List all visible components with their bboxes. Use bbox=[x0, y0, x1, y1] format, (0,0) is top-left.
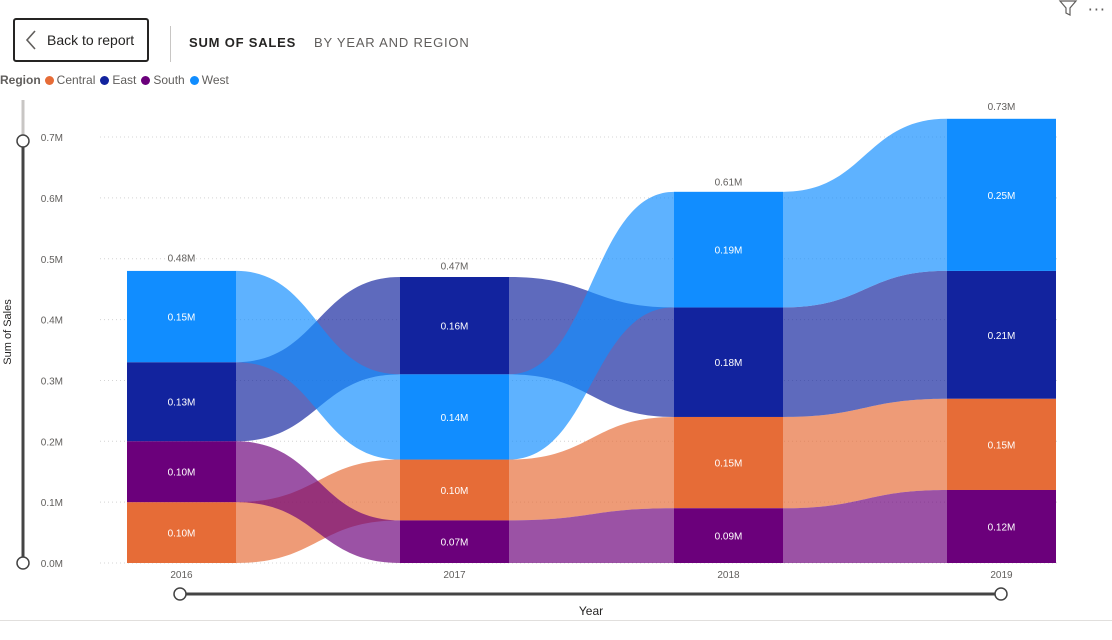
x-tick-label: 2016 bbox=[170, 570, 193, 581]
legend-item-west[interactable]: West bbox=[189, 73, 229, 87]
legend-dot-central bbox=[44, 75, 54, 85]
bar-central[interactable] bbox=[947, 398, 1056, 490]
bar-south[interactable] bbox=[674, 508, 783, 563]
bar-east[interactable] bbox=[400, 277, 509, 375]
x-axis-title: Year bbox=[579, 604, 603, 618]
data-label: 0.15M bbox=[988, 440, 1016, 451]
ribbon-east[interactable] bbox=[783, 270, 947, 417]
data-label: 0.21M bbox=[988, 331, 1016, 342]
data-label: 0.10M bbox=[441, 486, 469, 497]
data-label: 0.07M bbox=[441, 538, 469, 549]
total-label: 0.73M bbox=[988, 102, 1016, 113]
bar-west[interactable] bbox=[674, 191, 783, 308]
legend-label-west: West bbox=[201, 73, 229, 87]
legend: Region Central East South West bbox=[0, 73, 234, 87]
total-label: 0.61M bbox=[715, 177, 743, 188]
legend-item-south[interactable]: South bbox=[141, 73, 185, 87]
legend-item-east[interactable]: East bbox=[100, 73, 136, 87]
bar-west[interactable] bbox=[400, 374, 509, 460]
data-label: 0.10M bbox=[168, 529, 196, 540]
data-label: 0.10M bbox=[168, 468, 196, 479]
data-label: 0.12M bbox=[988, 522, 1016, 533]
y-axis-title: Sum of Sales bbox=[2, 299, 14, 365]
ribbon-west[interactable] bbox=[236, 270, 400, 460]
visual-header-icons: ··· bbox=[1058, 0, 1106, 22]
ribbon-central[interactable] bbox=[783, 398, 947, 509]
ribbon-west[interactable] bbox=[783, 118, 947, 308]
x-zoom-slider-handle-right[interactable] bbox=[994, 587, 1008, 601]
data-label: 0.25M bbox=[988, 191, 1016, 202]
legend-label-south: South bbox=[153, 73, 185, 87]
y-tick-label: 0.7M bbox=[41, 133, 63, 144]
legend-dot-east bbox=[100, 75, 110, 85]
y-zoom-slider-handle-bottom[interactable] bbox=[16, 556, 30, 570]
ribbon-south[interactable] bbox=[236, 441, 400, 563]
data-label: 0.19M bbox=[715, 246, 743, 257]
data-label: 0.15M bbox=[168, 313, 196, 324]
total-label: 0.48M bbox=[168, 253, 196, 264]
x-tick-label: 2017 bbox=[443, 570, 466, 581]
more-options-icon[interactable]: ··· bbox=[1087, 0, 1106, 19]
data-label: 0.14M bbox=[441, 413, 469, 424]
legend-label-central: Central bbox=[56, 73, 96, 87]
chevron-left-icon bbox=[15, 20, 47, 60]
bar-central[interactable] bbox=[400, 459, 509, 521]
bar-west[interactable] bbox=[947, 118, 1056, 271]
legend-item-central[interactable]: Central bbox=[44, 73, 96, 87]
ribbon-south[interactable] bbox=[783, 489, 947, 563]
bar-east[interactable] bbox=[947, 270, 1056, 399]
filter-icon[interactable] bbox=[1058, 0, 1078, 22]
visual-title: SUM OF SALES bbox=[189, 35, 297, 50]
legend-dot-west bbox=[189, 75, 199, 85]
y-tick-label: 0.5M bbox=[41, 255, 63, 266]
x-tick-label: 2018 bbox=[717, 570, 740, 581]
header-divider bbox=[170, 26, 171, 62]
y-tick-label: 0.1M bbox=[41, 498, 63, 509]
x-zoom-slider-handle-left[interactable] bbox=[173, 587, 187, 601]
data-label: 0.15M bbox=[715, 459, 743, 470]
bar-south[interactable] bbox=[947, 489, 1056, 563]
bar-east[interactable] bbox=[674, 307, 783, 417]
bar-south[interactable] bbox=[127, 441, 236, 503]
y-zoom-slider-handle-top[interactable] bbox=[16, 134, 30, 148]
ribbon-central[interactable] bbox=[509, 416, 674, 521]
y-tick-label: 0.4M bbox=[41, 316, 63, 327]
back-to-report-label: Back to report bbox=[47, 32, 135, 48]
bar-central[interactable] bbox=[674, 416, 783, 509]
legend-label-east: East bbox=[112, 73, 137, 87]
y-tick-label: 0.0M bbox=[41, 559, 63, 570]
bar-south[interactable] bbox=[400, 520, 509, 563]
visual-subtitle: BY YEAR AND REGION bbox=[314, 35, 470, 50]
y-tick-label: 0.6M bbox=[41, 194, 63, 205]
x-tick-label: 2019 bbox=[990, 570, 1013, 581]
ribbon-west[interactable] bbox=[509, 191, 674, 460]
bar-east[interactable] bbox=[127, 362, 236, 442]
ribbon-south[interactable] bbox=[509, 508, 674, 563]
bar-west[interactable] bbox=[127, 270, 236, 363]
total-label: 0.47M bbox=[441, 261, 469, 272]
y-tick-label: 0.2M bbox=[41, 437, 63, 448]
y-tick-label: 0.3M bbox=[41, 376, 63, 387]
data-label: 0.09M bbox=[715, 532, 743, 543]
page-bottom-border bbox=[0, 620, 1112, 621]
bar-central[interactable] bbox=[127, 502, 236, 563]
legend-dot-south bbox=[141, 75, 151, 85]
back-to-report-button[interactable]: Back to report bbox=[13, 18, 149, 62]
data-label: 0.18M bbox=[715, 358, 743, 369]
data-label: 0.13M bbox=[168, 398, 196, 409]
data-label: 0.16M bbox=[441, 322, 469, 333]
legend-title: Region bbox=[0, 73, 41, 87]
